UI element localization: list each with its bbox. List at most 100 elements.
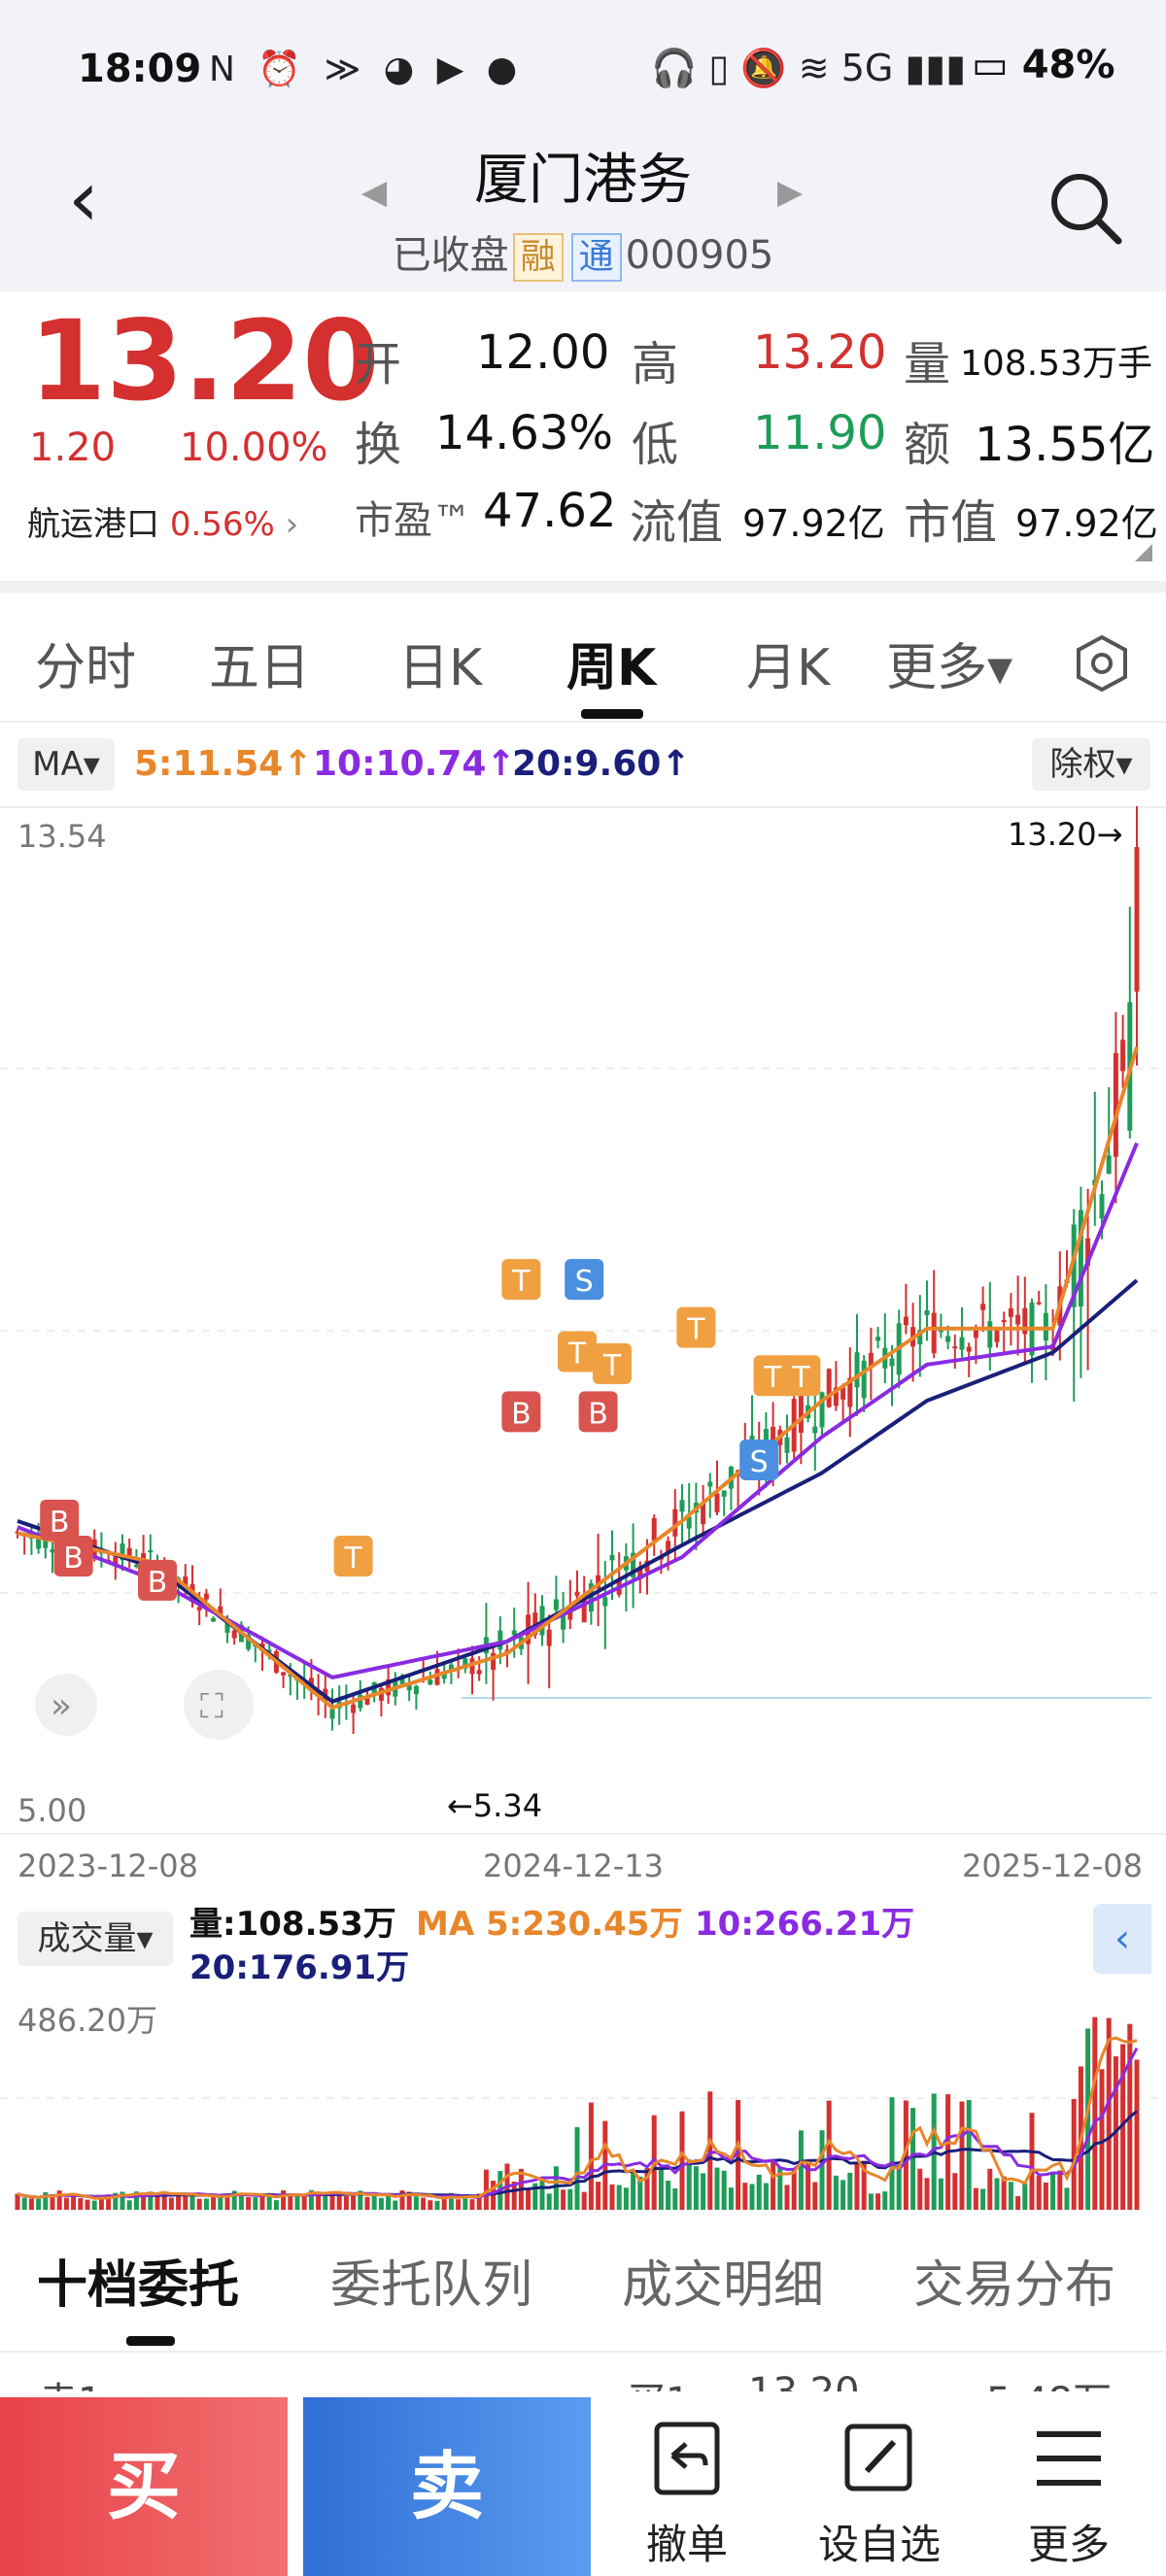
candle-body [266,1649,272,1652]
volume-bar [120,2191,125,2210]
x-axis-date-mid: 2024-12-13 [483,1847,664,1884]
quote-panel [0,291,1166,583]
adjust-selector[interactable]: 除权▾ [1032,738,1150,791]
volume-bar [917,2168,923,2210]
signal-marker [593,1342,632,1384]
candle-body [840,1387,846,1400]
cancel-order-button[interactable]: 撤单 [595,2397,779,2576]
high-value: 13.20 [753,325,887,380]
sector-link[interactable]: 航运港口 0.56% › [27,497,298,545]
tab-order-queue[interactable]: 委托队列 [330,2256,533,2315]
search-icon[interactable] [1045,167,1126,253]
volume-bar [98,2195,104,2210]
open-value: 12.00 [476,325,610,380]
candle-body [50,1548,55,1553]
volume-bar [141,2192,147,2210]
volume-bar [798,2130,804,2210]
candle-body [329,1709,335,1719]
volume-bar [588,2102,594,2210]
volume-bar [637,2176,643,2210]
volume-bar [742,2183,748,2210]
volume-bar [666,2180,671,2210]
tab-trade-detail[interactable]: 成交明细 [622,2256,825,2315]
volume-bar [71,2195,77,2210]
candle-body [288,1674,293,1677]
chevron-right-icon: › [285,505,299,544]
ma5-legend: 5:11.54↑ [134,744,313,784]
signal-marker [781,1355,821,1397]
collapse-panel-icon[interactable]: ‹ [1093,1904,1151,1974]
tab-more[interactable]: 更多▾ [886,639,1013,697]
volume-bar [483,2169,489,2210]
volume-bar [43,2191,49,2210]
volume-bar [854,2161,860,2210]
signal-label: B [148,1566,168,1600]
turnover-label: 换 [355,418,402,472]
signal-label: T [343,1542,362,1576]
volume-bar [631,2171,636,2210]
buy-button[interactable]: 买 [0,2397,288,2576]
tab-weekly-k[interactable]: 周K [566,639,657,697]
volume-bar [231,2190,237,2210]
candle-body [1120,1039,1126,1071]
tab-ten-level[interactable]: 十档委托 [37,2256,240,2315]
candle-body [1106,1155,1112,1174]
candle-body [211,1617,217,1622]
volume-ma5-line [17,2036,1138,2200]
candle-body [43,1534,49,1548]
volume-bar [833,2175,839,2210]
chart-settings-icon[interactable] [1072,633,1132,697]
volume-chart[interactable] [0,1986,1166,2212]
candle-body [651,1517,657,1542]
ma-selector[interactable]: MA▾ [17,738,115,791]
sell-button[interactable]: 卖 [303,2397,591,2576]
candle-body [1113,1053,1118,1157]
candle-body [854,1352,860,1388]
tab-monthly-k[interactable]: 月K [746,639,831,697]
tab-five-day[interactable]: 五日 [209,639,311,697]
candle-body [868,1352,874,1368]
x-axis-date-start: 2023-12-08 [17,1847,198,1884]
candle-body [351,1704,357,1713]
signal-label: T [567,1337,587,1371]
candle-body [631,1552,636,1577]
y-axis-bottom: 5.00 [17,1792,87,1829]
volume-bar [428,2200,433,2210]
volume-bar [294,2195,300,2210]
add-watchlist-button[interactable]: 设自选 [787,2397,972,2576]
volume-bar [840,2180,846,2210]
back-icon[interactable]: ‹ [68,153,99,244]
volume-bar [714,2167,720,2210]
volume-selector[interactable]: 成交量▾ [17,1912,173,1966]
fullscreen-icon: ⛶ [200,1687,223,1726]
candle-body [833,1387,839,1407]
volume-bar [952,2173,958,2210]
candle-body [281,1672,287,1676]
open-label: 开 [355,337,402,391]
volume-bar [323,2193,328,2210]
signal-marker [739,1439,779,1480]
more-button[interactable]: 更多 [977,2397,1161,2576]
amount-label: 额 [904,418,951,472]
volume-bar [36,2198,42,2210]
prev-stock-icon[interactable]: ◀ [361,173,388,212]
expand-corner-icon[interactable] [1135,544,1152,561]
signal-label: T [791,1361,810,1395]
float-cap-label: 流值 [630,495,724,550]
next-stock-icon[interactable]: ▶ [777,173,804,212]
candle-body [386,1678,392,1696]
volume-bar [196,2198,202,2210]
volume-bar [1015,2195,1021,2210]
volume-bar [1043,2182,1048,2210]
volume-bar [106,2194,112,2210]
tab-trade-distribution[interactable]: 交易分布 [913,2256,1116,2315]
edit-icon [787,2415,972,2502]
volume-bar [784,2185,790,2210]
tab-intraday[interactable]: 分时 [35,639,137,697]
tab-daily-k[interactable]: 日K [398,639,483,697]
volume-bar [763,2183,769,2210]
amount-value: 13.55亿 [975,418,1155,472]
volume-bar [1099,2069,1105,2210]
high-label: 高 [632,337,679,391]
